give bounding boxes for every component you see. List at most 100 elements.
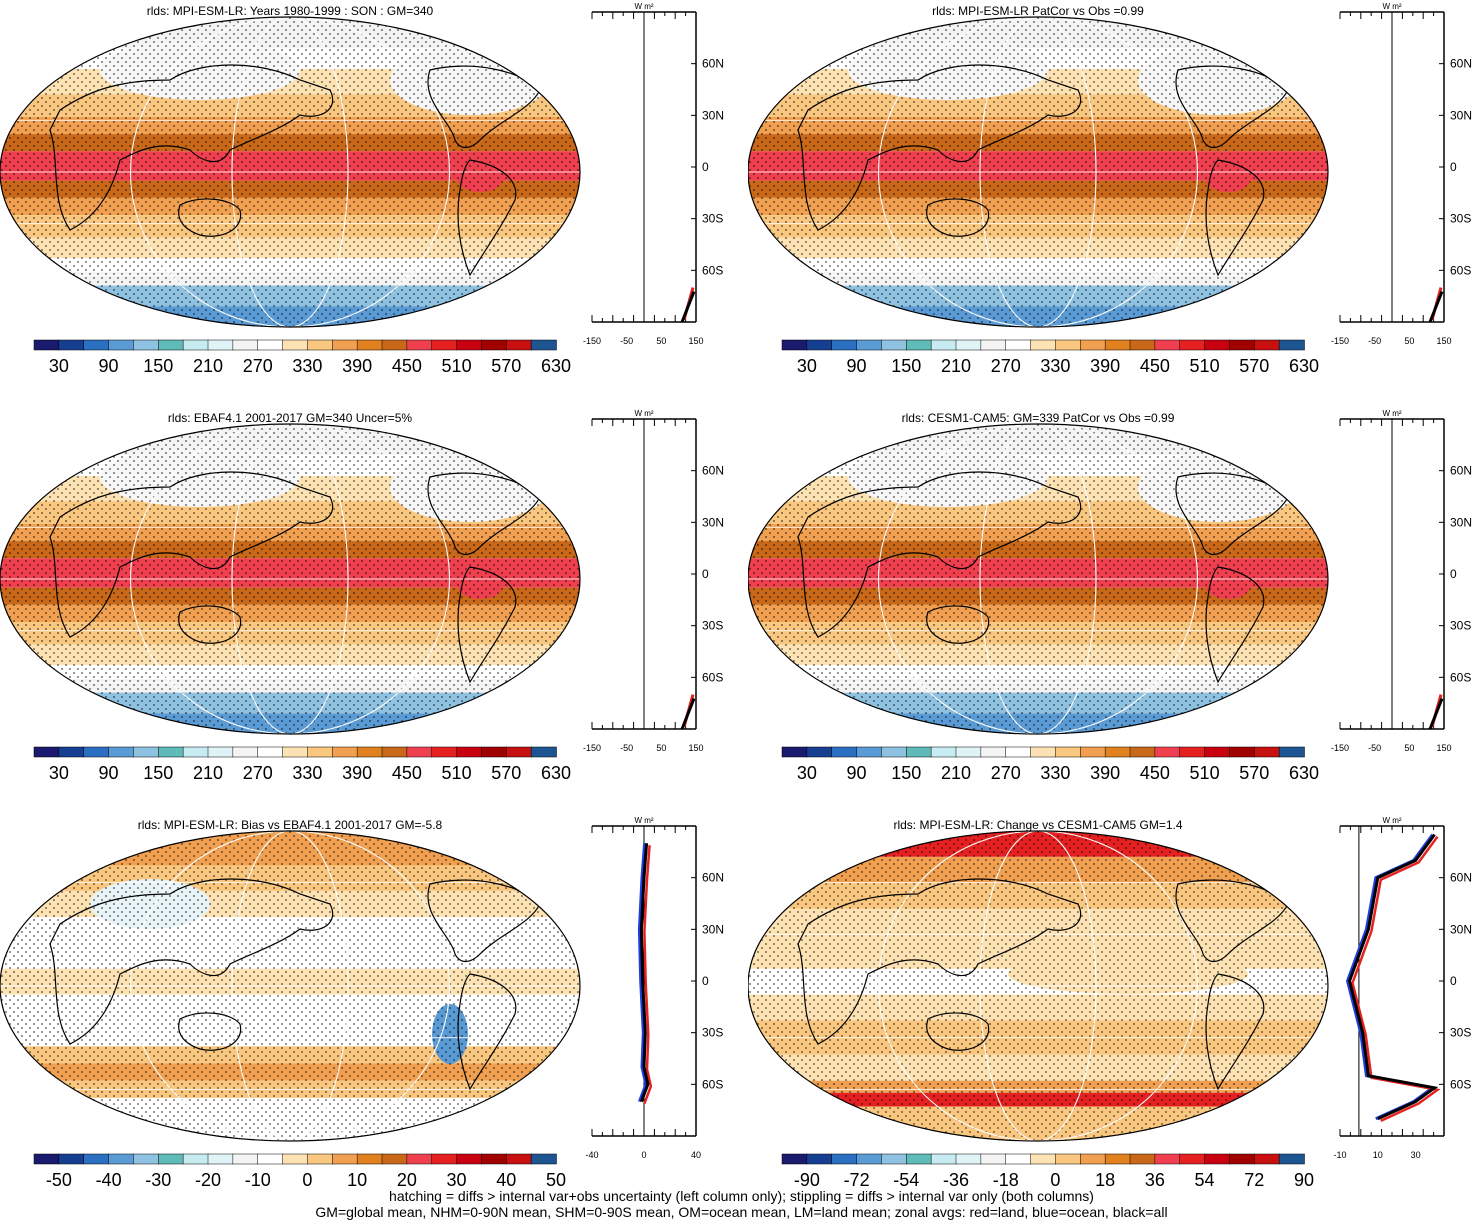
- zonal-lat-label: 30N: [1450, 922, 1472, 936]
- colorbar-label: 630: [541, 356, 571, 376]
- coastline-south-america: [1205, 973, 1265, 1091]
- colorbar-swatch: [481, 339, 508, 351]
- colorbar-swatch: [506, 339, 532, 351]
- colorbar-label: 330: [1040, 356, 1070, 376]
- colorbar-label: 450: [392, 763, 422, 783]
- colorbar-swatch: [1204, 339, 1231, 351]
- colorbar-swatch: [207, 339, 234, 351]
- zonal-lat-label: 30N: [1450, 515, 1472, 529]
- colorbar-swatch: [332, 1153, 358, 1165]
- zonal-lat-label: 0: [702, 974, 709, 988]
- colorbar-swatch: [456, 746, 483, 758]
- map: [0, 424, 580, 734]
- colorbar-label: 570: [491, 763, 521, 783]
- colorbar-swatch: [83, 1153, 110, 1165]
- colorbar-label: 10: [347, 1170, 367, 1190]
- colorbar-swatch: [332, 339, 358, 351]
- colorbar-swatch: [1030, 1153, 1057, 1165]
- colorbar-swatch: [530, 339, 557, 351]
- colorbar-swatch: [431, 1153, 458, 1165]
- zonal-lat-label: 60N: [702, 464, 724, 478]
- colorbar-swatch: [506, 746, 532, 758]
- footer-line-1: hatching = diffs > internal var+obs unce…: [389, 1188, 1094, 1204]
- colorbar-swatch: [381, 1153, 408, 1165]
- colorbar-swatch: [83, 339, 110, 351]
- colorbar-swatch: [456, 339, 483, 351]
- colorbar-swatch: [881, 339, 908, 351]
- colorbar-label: 54: [1195, 1170, 1215, 1190]
- colorbar-swatch: [1104, 746, 1131, 758]
- colorbar-label: 90: [1294, 1170, 1314, 1190]
- zonal-plot: W m² 60N 30N 0 30S 60S -150 -50 50 150: [1331, 409, 1472, 753]
- colorbar-swatch: [232, 1153, 259, 1165]
- colorbar-label: -20: [195, 1170, 221, 1190]
- colorbar-swatch: [307, 746, 334, 758]
- colorbar-label: -54: [893, 1170, 919, 1190]
- colorbar-swatch: [1080, 339, 1106, 351]
- map-border: [0, 830, 581, 1142]
- colorbar-swatch: [406, 1153, 433, 1165]
- colorbar-swatch: [1179, 746, 1206, 758]
- colorbar: -50 -40 -30 -20 -10 0 10 20 30 40 50: [33, 1153, 566, 1190]
- colorbar-label: 210: [193, 356, 223, 376]
- zonal-lat-label: 60N: [1450, 464, 1472, 478]
- zonal-x-tick: 0: [641, 1150, 646, 1160]
- colorbar-swatch: [980, 1153, 1007, 1165]
- colorbar-swatch: [282, 339, 309, 351]
- zonal-lat-label: 0: [1450, 567, 1457, 581]
- colorbar-swatch: [182, 746, 209, 758]
- graticule-lon: [231, 831, 349, 1141]
- colorbar-swatch: [1104, 1153, 1131, 1165]
- colorbar-label: 390: [342, 356, 372, 376]
- coastline-australia: [178, 605, 242, 644]
- colorbar-label: 330: [1040, 763, 1070, 783]
- coastline-north-america: [1175, 65, 1289, 149]
- graticule-lon: [130, 424, 450, 734]
- colorbar-swatch: [257, 339, 284, 351]
- zonal-x-tick: 150: [1436, 743, 1451, 753]
- zonal-plot: W m² 60N 30N 0 30S 60S -40 0 40: [585, 816, 724, 1160]
- colorbar-swatch: [456, 1153, 483, 1165]
- coastline-north-america: [427, 879, 541, 963]
- zonal-x-tick: -150: [1331, 336, 1349, 346]
- colorbar-swatch: [530, 1153, 557, 1165]
- coastline-north-america: [427, 472, 541, 556]
- stippling: [0, 424, 580, 734]
- coastline-south-america: [1205, 159, 1265, 277]
- colorbar-swatch: [1055, 1153, 1082, 1165]
- zonal-lat-label: 60S: [702, 263, 723, 277]
- colorbar-swatch: [1254, 746, 1280, 758]
- colorbar-swatch: [1204, 1153, 1231, 1165]
- colorbar-label: 450: [1140, 356, 1170, 376]
- colorbar-swatch: [955, 339, 982, 351]
- zonal-plot: W m² 60N 30N 0 30S 60S -150 -50 50 150: [1331, 2, 1472, 346]
- colorbar-label: 270: [991, 763, 1021, 783]
- colorbar-swatch: [406, 746, 433, 758]
- coastline-south-america: [457, 566, 517, 684]
- map-border: [0, 423, 581, 735]
- colorbar-swatch: [506, 1153, 532, 1165]
- coastline-australia: [178, 198, 242, 237]
- colorbar-swatch: [781, 746, 808, 758]
- colorbar-swatch: [356, 1153, 383, 1165]
- panel-figure: W m² 60N 30N 0 30S 60S -10 10 30 -90 -72 -54 -36 -18 0…: [748, 816, 1472, 1190]
- panel-title: rlds: MPI-ESM-LR PatCor vs Obs =0.99: [932, 4, 1144, 18]
- zonal-all-line: [1428, 291, 1444, 323]
- zonal-lat-label: 60N: [1450, 871, 1472, 885]
- colorbar-label: 30: [797, 356, 817, 376]
- colorbar-label: 50: [546, 1170, 566, 1190]
- colorbar-swatch: [182, 339, 209, 351]
- colorbar-swatch: [1254, 339, 1280, 351]
- colorbar-label: 330: [292, 763, 322, 783]
- graticule-lon: [979, 831, 1097, 1141]
- zonal-x-tick: 40: [691, 1150, 701, 1160]
- panel-figure: W m² 60N 30N 0 30S 60S -40 0 40 -50 -40 -30 -20 -10 0 1…: [0, 816, 724, 1190]
- map-border: [748, 16, 1329, 328]
- colorbar-swatch: [530, 746, 557, 758]
- zonal-x-tick: 150: [1436, 336, 1451, 346]
- panel-title: rlds: MPI-ESM-LR: Bias vs EBAF4.1 2001-2…: [137, 818, 443, 832]
- colorbar-label: 630: [541, 763, 571, 783]
- colorbar-swatch: [431, 746, 458, 758]
- colorbar-label: 450: [1140, 763, 1170, 783]
- panel-title: rlds: MPI-ESM-LR: Years 1980-1999 : SON …: [146, 4, 434, 18]
